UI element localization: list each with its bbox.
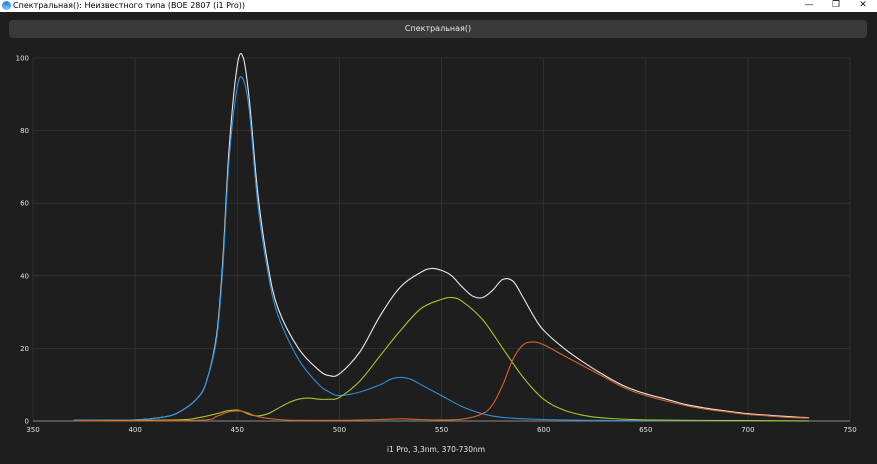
series-line-1 xyxy=(73,76,810,422)
x-tick-label: 700 xyxy=(741,426,754,434)
window-title: Спектральная(): Неизвестного типа (BOE 2… xyxy=(13,1,246,10)
x-tick-label: 450 xyxy=(231,426,244,434)
y-tick-label: 0 xyxy=(25,418,29,426)
minimize-button[interactable]: — xyxy=(804,0,814,10)
x-tick-label: 600 xyxy=(537,426,550,434)
tick-labels: 350 400 450 500 550 600 650 700 750 0 20 40 60 80 100 xyxy=(16,55,857,435)
x-tick-label: 750 xyxy=(843,426,856,434)
title-bar: Спектральная(): Неизвестного типа (BOE 2… xyxy=(0,0,877,12)
maximize-button[interactable]: ❐ xyxy=(831,0,841,10)
y-tick-label: 80 xyxy=(20,127,29,135)
app-icon xyxy=(2,1,11,10)
x-tick-label: 350 xyxy=(26,426,39,434)
x-axis-label: i1 Pro, 3,3nm, 370-730nm xyxy=(387,445,485,454)
spectral-header-bar[interactable]: Спектральная() xyxy=(9,20,867,38)
y-tick-label: 40 xyxy=(20,272,29,280)
grid xyxy=(32,57,851,422)
y-tick-label: 60 xyxy=(20,200,29,208)
series-line-0 xyxy=(73,53,810,421)
close-button[interactable]: ✕ xyxy=(859,0,867,10)
series xyxy=(73,53,810,422)
y-tick-label: 100 xyxy=(16,55,29,63)
x-tick-label: 550 xyxy=(435,426,448,434)
series-line-3 xyxy=(73,341,810,422)
series-line-2 xyxy=(73,296,810,422)
x-tick-label: 500 xyxy=(333,426,346,434)
y-tick-label: 20 xyxy=(20,345,29,353)
x-tick-label: 650 xyxy=(639,426,652,434)
x-tick-label: 400 xyxy=(128,426,141,434)
